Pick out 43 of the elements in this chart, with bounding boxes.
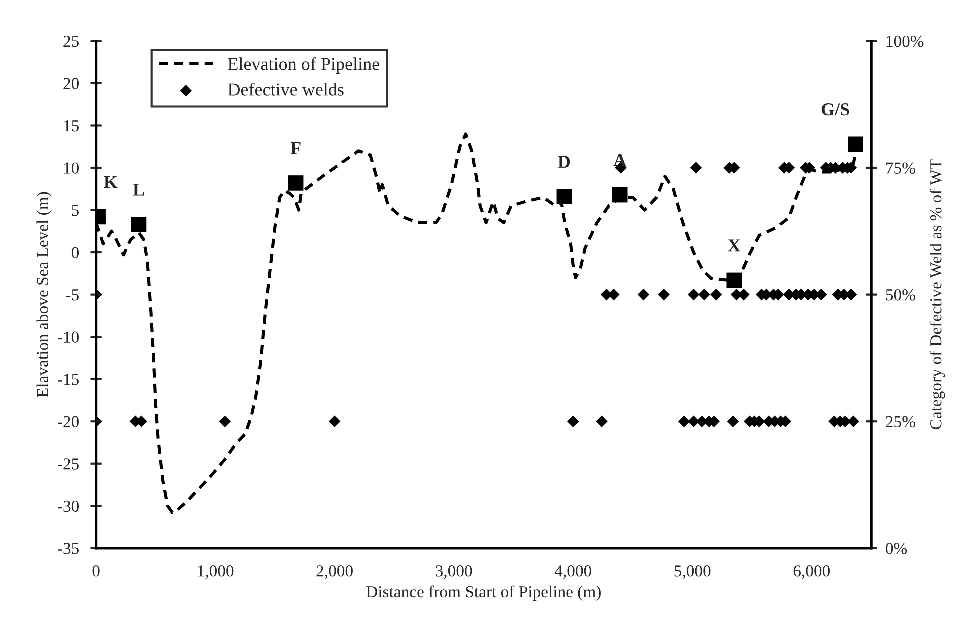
y-tick-label: -20 (58, 416, 79, 428)
y2-tick-label: 50% (886, 290, 916, 301)
legend-label: Elevation of Pipeline (228, 57, 380, 74)
annotation: X (728, 240, 741, 252)
y2-axis-title: Category of Defective Weld as % of WT (930, 160, 946, 430)
x-tick-label: 0 (92, 566, 100, 577)
x-tick-label: 2,000 (316, 566, 353, 580)
annotation: A (614, 154, 626, 166)
point (288, 176, 304, 191)
x-axis-title: Distance from Start of Pipeline (m) (366, 586, 601, 602)
point (556, 189, 572, 204)
annotation: G/S (822, 104, 850, 116)
y-tick-label: -5 (66, 290, 79, 301)
x-tick-label: 5,000 (674, 566, 711, 580)
y-tick-label: 5 (72, 205, 79, 216)
y-tick-label: -35 (58, 543, 79, 554)
annotation: K (104, 176, 118, 188)
point (612, 187, 628, 203)
x-tick-label: 3,000 (436, 566, 472, 580)
y2-tick-label: 100% (886, 36, 924, 48)
annotation: D (558, 156, 570, 168)
y2-tick-label: 0% (886, 543, 908, 554)
x-tick-label: 6,000 (794, 566, 830, 580)
y-tick-label: -15 (58, 374, 79, 386)
legend-label: Defective welds (228, 82, 344, 96)
y-tick-label: 10 (64, 162, 79, 174)
point (848, 136, 864, 152)
x-tick-label: 4,000 (554, 566, 592, 580)
y2-tick-label: 25% (886, 416, 916, 428)
y-axis-title: Elavation above Sea Level (m) (36, 192, 52, 398)
y-tick-label: -30 (58, 500, 79, 512)
annotation: F (290, 142, 301, 154)
y2-tick-label: 75% (886, 162, 916, 174)
annotation: L (133, 184, 144, 196)
y-tick-label: -10 (58, 332, 79, 344)
y-tick-label: 15 (64, 120, 79, 132)
y-tick-label: 0 (72, 247, 79, 258)
point (726, 272, 742, 288)
y-tick-label: 20 (64, 78, 79, 90)
point (131, 217, 147, 232)
y-tick-label: 25 (64, 36, 79, 48)
y-tick-label: -25 (58, 458, 79, 470)
x-tick-label: 1,000 (198, 566, 234, 580)
